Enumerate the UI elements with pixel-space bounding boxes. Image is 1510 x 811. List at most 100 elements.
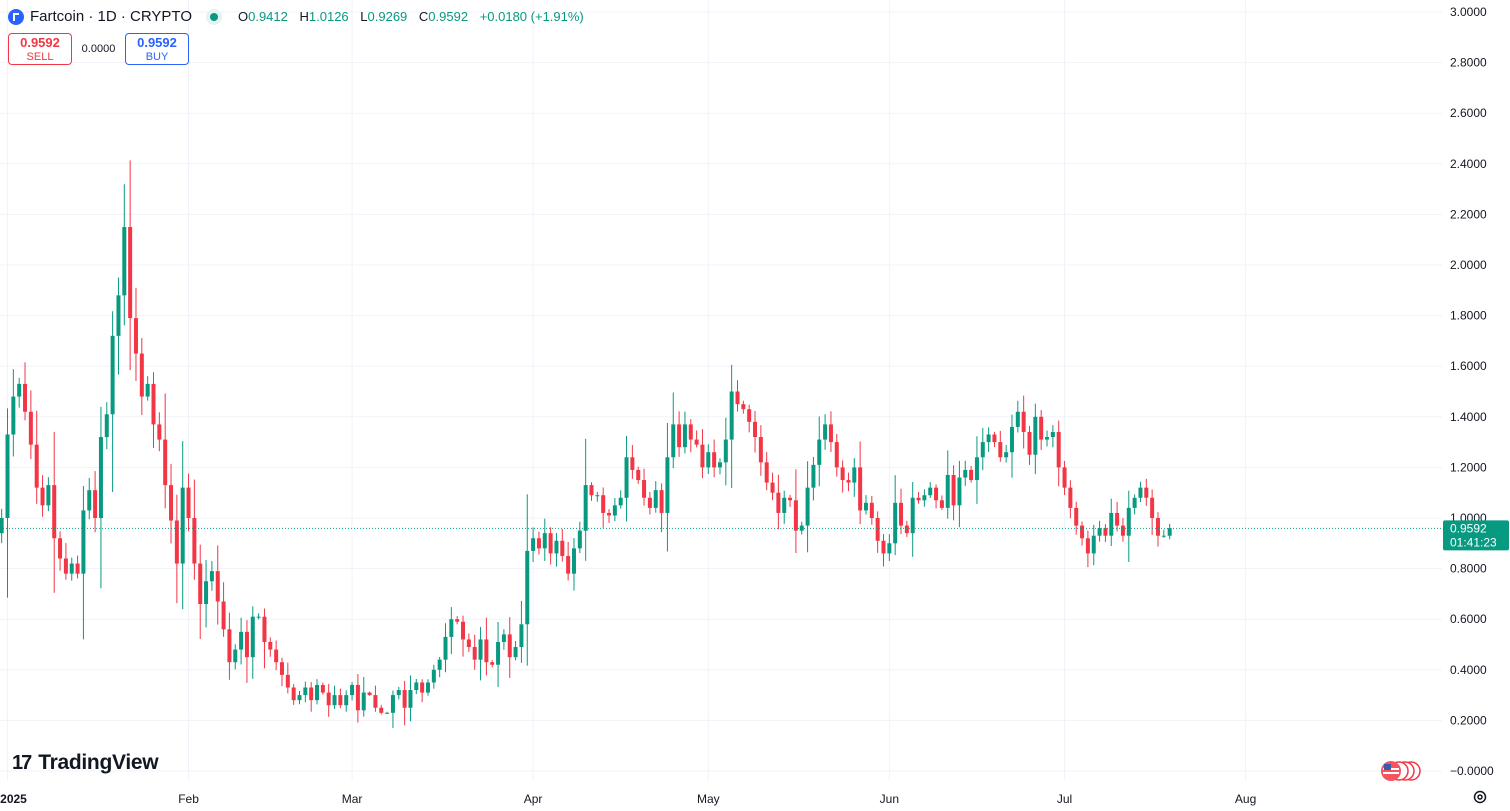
open-value: 0.9412: [248, 9, 288, 24]
tradingview-logo[interactable]: 17 TradingView: [12, 751, 159, 775]
candle-body: [17, 383, 22, 397]
candle-body: [244, 631, 249, 658]
candle-body: [636, 469, 641, 481]
candle-body: [250, 616, 255, 658]
candle-body: [963, 469, 968, 478]
buy-label: BUY: [145, 51, 169, 63]
candle-body: [969, 469, 974, 481]
low-label: L: [360, 9, 368, 24]
candle-body: [11, 396, 16, 435]
candle-body: [747, 409, 752, 422]
candle-body: [297, 695, 302, 701]
tv-mark-icon: 17: [12, 751, 32, 774]
candle-body: [764, 462, 769, 483]
candle-body: [770, 482, 775, 493]
candle-body: [566, 555, 571, 574]
candle-body: [1120, 525, 1125, 536]
candle-body: [840, 467, 845, 481]
candle-body: [0, 518, 4, 534]
candle-body: [513, 647, 518, 658]
candle-body: [1021, 411, 1026, 432]
candle-body: [665, 457, 670, 513]
candle-body: [180, 487, 185, 564]
candle-body: [75, 563, 80, 574]
candle-body: [788, 497, 793, 501]
candle-body: [974, 457, 979, 481]
candle-body: [110, 335, 115, 415]
candle-body: [221, 601, 226, 630]
price-tick: 0.6000: [1450, 612, 1487, 626]
candle-body: [361, 692, 366, 711]
candle-body: [1132, 497, 1137, 508]
candle-body: [735, 391, 740, 405]
candle-body: [116, 295, 121, 336]
buy-button[interactable]: 0.9592 BUY: [125, 33, 189, 65]
candle-body: [986, 434, 991, 443]
candle-body: [934, 487, 939, 501]
candle-body: [1161, 535, 1166, 537]
symbol-title[interactable]: Fartcoin · 1D · CRYPTO: [30, 8, 192, 25]
candle-body: [507, 634, 512, 658]
candle-body: [653, 490, 658, 508]
candle-body: [233, 649, 238, 663]
price-axis[interactable]: 3.0000 2.8000 2.6000 2.4000 2.2000 2.0000 1.80…: [1442, 0, 1510, 811]
candle-body: [256, 616, 261, 618]
candle-body: [817, 439, 822, 465]
candle-body: [40, 487, 45, 506]
time-axis[interactable]: 2025 Feb Mar Apr May Jun Jul Aug: [0, 792, 1256, 806]
candle-body: [291, 687, 296, 701]
candle-body: [1045, 437, 1050, 440]
candle-body: [367, 692, 372, 696]
eye-icon[interactable]: [205, 8, 222, 25]
sell-button[interactable]: 0.9592 SELL: [8, 33, 72, 65]
candle-body: [741, 404, 746, 410]
candle-body: [63, 558, 68, 574]
candle-body: [420, 682, 425, 693]
candle-body: [577, 530, 582, 549]
last-price-label: [1443, 520, 1509, 551]
close-label: C: [418, 9, 429, 24]
candle-body: [542, 533, 547, 549]
sell-label: SELL: [26, 51, 54, 63]
candle-body: [385, 712, 390, 714]
candle-body: [332, 695, 337, 706]
candle-body: [863, 502, 868, 511]
candle-body: [717, 462, 722, 468]
candle-body: [560, 540, 565, 556]
candle-body: [607, 512, 612, 516]
price-tick: 0.4000: [1450, 663, 1487, 677]
us-flag-icon[interactable]: [1380, 760, 1422, 782]
candle-body: [776, 492, 781, 513]
candle-body: [881, 540, 886, 554]
candle-body: [204, 581, 209, 605]
candle-body: [1155, 518, 1160, 536]
candle-body: [1138, 487, 1143, 498]
candle-body: [531, 538, 536, 551]
candle-body: [192, 518, 197, 564]
candle-body: [548, 533, 553, 554]
candle-body: [1004, 452, 1009, 458]
time-tick: May: [697, 792, 720, 806]
candle-body: [899, 502, 904, 526]
open-label: O: [237, 9, 249, 24]
candle-body: [758, 437, 763, 463]
price-tick: 0.2000: [1450, 713, 1487, 727]
candle-body: [893, 502, 898, 544]
candle-body: [1009, 426, 1014, 453]
last-price-value: 0.9592: [1450, 521, 1487, 535]
gear-icon[interactable]: [1472, 789, 1488, 805]
candle-body: [501, 634, 506, 642]
candle-body: [455, 619, 460, 622]
candle-body: [274, 649, 279, 663]
candle-body: [583, 485, 588, 531]
candle-body: [396, 690, 401, 696]
ohlc-values: O0.9412 H1.0126 L0.9269 C0.9592 +0.0180 …: [238, 9, 592, 24]
candle-body: [1050, 431, 1055, 438]
candle-body: [612, 505, 617, 516]
candle-body: [69, 563, 74, 574]
buy-price: 0.9592: [137, 35, 177, 50]
candle-body: [239, 631, 244, 650]
candle-body: [52, 485, 57, 539]
coin-icon[interactable]: [8, 8, 24, 25]
